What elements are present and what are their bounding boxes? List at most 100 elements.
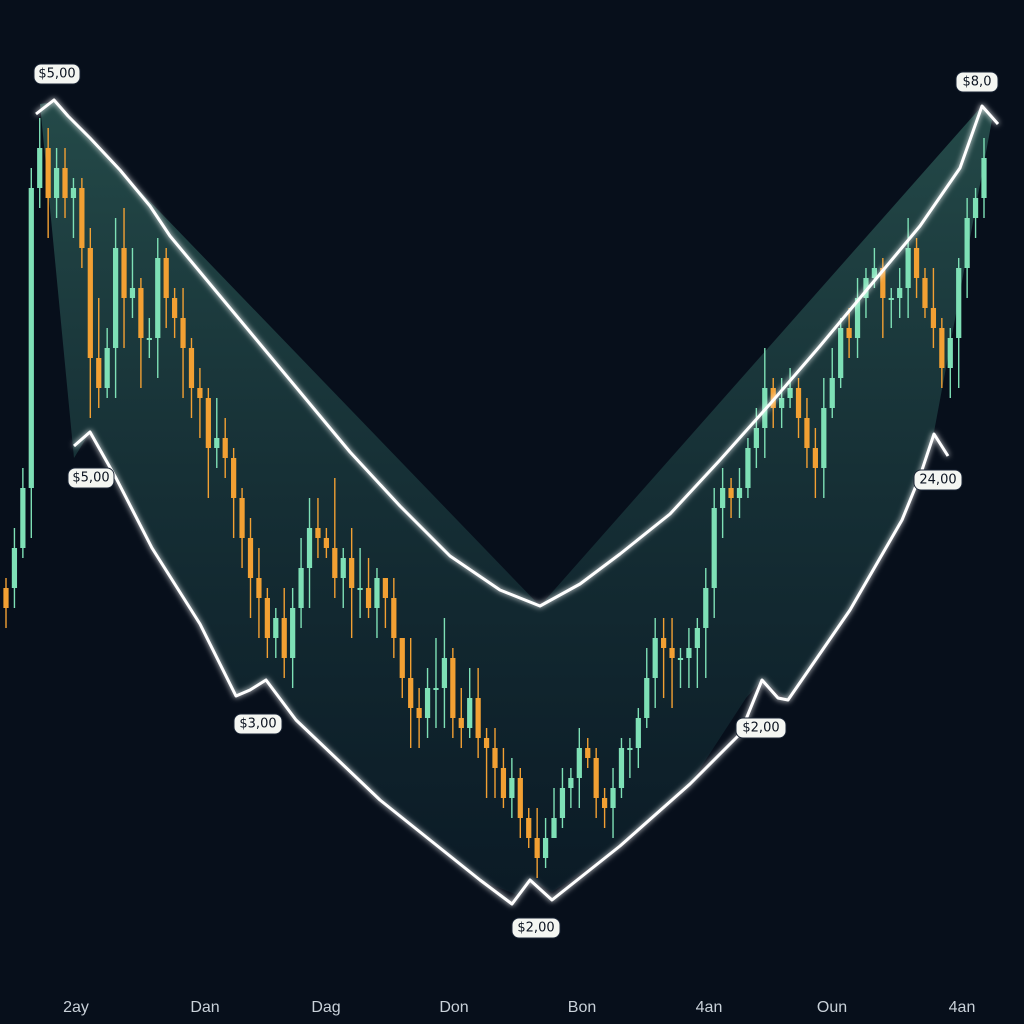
candle (972, 188, 979, 238)
candle-body (956, 268, 962, 338)
candle-body (509, 778, 515, 798)
candle-body (323, 538, 329, 548)
candle-body (214, 438, 220, 448)
candle-body (661, 638, 667, 648)
candle-body (374, 578, 380, 608)
candle (846, 308, 852, 358)
candle-body (483, 738, 490, 748)
candle (492, 728, 498, 798)
candle-body (340, 558, 346, 578)
candle-body (981, 158, 987, 198)
candle (433, 638, 439, 728)
candle (618, 738, 625, 798)
price-label-right-shoulder: $2,00 (735, 717, 787, 739)
candle-body (787, 388, 793, 398)
candle (3, 578, 9, 628)
candle (28, 168, 34, 538)
candle-body (627, 748, 633, 750)
candle-body (871, 268, 878, 278)
candle (669, 618, 675, 708)
candle-body (222, 438, 228, 458)
candle-body (45, 148, 51, 198)
candle (644, 648, 650, 728)
candle (854, 278, 861, 358)
candle-body (79, 188, 85, 248)
candle (829, 348, 835, 418)
candle (509, 758, 515, 818)
candle (627, 738, 633, 778)
candle-body (256, 578, 262, 598)
candle-body (500, 768, 507, 798)
candle (129, 248, 136, 318)
candle (205, 388, 211, 498)
price-label-left-shoulder: $3,00 (233, 713, 283, 735)
candle-body (349, 558, 355, 588)
candle (53, 148, 60, 218)
svg-text:24,00: 24,00 (919, 473, 956, 488)
candle-body (888, 298, 894, 300)
candle-body (526, 818, 532, 838)
x-tick-label: Don (439, 999, 468, 1016)
candle-body (281, 618, 287, 658)
candle-body (568, 778, 574, 788)
candle (357, 548, 363, 618)
candle-body (804, 418, 810, 448)
candle-body (585, 748, 591, 758)
candle-body (306, 528, 313, 568)
candle (981, 138, 987, 218)
candle (323, 528, 329, 558)
candle (913, 238, 920, 298)
candle (180, 288, 186, 398)
candle (559, 768, 566, 828)
candle-body (458, 718, 464, 728)
candle (239, 488, 245, 568)
candle (374, 568, 380, 638)
candle-body (28, 188, 34, 488)
candle (87, 228, 93, 418)
candle (720, 468, 726, 538)
x-tick-label: Bon (568, 999, 596, 1016)
candle-body (138, 288, 144, 338)
candle (172, 288, 178, 338)
candle-body (273, 618, 279, 638)
candle-body (180, 318, 186, 348)
candle-body (408, 678, 414, 708)
candle-body (720, 488, 726, 508)
candle-body (391, 598, 397, 638)
candle-body (669, 648, 675, 658)
candle-body (70, 188, 77, 198)
candle (37, 118, 43, 208)
candle-body (492, 748, 498, 768)
candle (298, 538, 304, 628)
candle (905, 218, 911, 318)
candle-body (441, 658, 448, 688)
candle (70, 178, 77, 238)
candle (273, 608, 279, 658)
candle-body (357, 588, 363, 590)
candle-body (163, 258, 169, 298)
candle (222, 418, 228, 478)
candlestick-series (3, 118, 987, 878)
candle (585, 738, 591, 768)
candle (155, 238, 161, 378)
candle (677, 648, 684, 688)
candle-body (686, 648, 692, 658)
candle (956, 258, 962, 388)
candle-body (264, 598, 270, 638)
candle (104, 328, 110, 398)
x-tick-label: Oun (817, 999, 847, 1016)
candle-body (53, 168, 60, 198)
candle-body (399, 638, 405, 678)
x-tick-label: Dan (190, 999, 219, 1016)
candle (804, 398, 810, 468)
candle-body (601, 798, 608, 808)
svg-text:$5,00: $5,00 (38, 67, 75, 82)
candle (652, 618, 658, 708)
candle (888, 288, 894, 328)
x-tick-label: 2ay (63, 999, 89, 1016)
candle-body (96, 358, 102, 388)
candle (576, 728, 582, 808)
candle-body (897, 288, 903, 298)
candle (256, 548, 262, 638)
candle-body (37, 148, 43, 188)
